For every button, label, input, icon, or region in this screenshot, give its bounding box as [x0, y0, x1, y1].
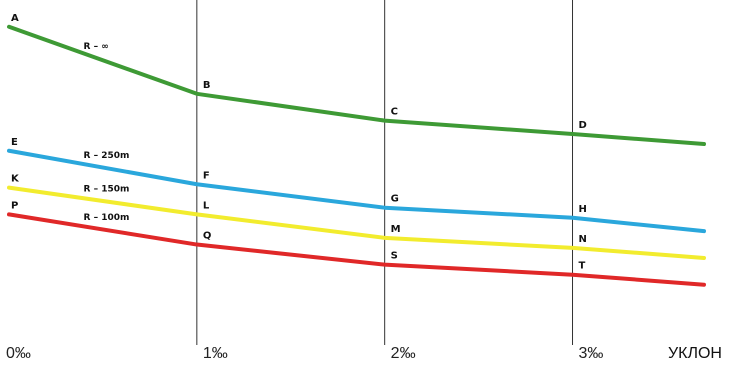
series-label-r-250m: R – 250m	[84, 151, 130, 161]
x-tick-label-1: 1‰	[203, 345, 228, 362]
x-tick-label-2: 2‰	[391, 345, 416, 362]
x-tick-label-0: 0‰	[6, 345, 31, 362]
point-labels: A B C D E F G H K L M N P Q S T	[11, 13, 587, 272]
series-lines	[7, 24, 706, 287]
series-line-3	[7, 185, 706, 260]
series-line-2	[7, 148, 706, 234]
series-line-1	[7, 24, 706, 147]
point-label-f: F	[203, 170, 210, 181]
point-label-k: K	[11, 174, 20, 185]
point-label-c: C	[391, 107, 398, 118]
point-label-b: B	[203, 80, 211, 91]
point-label-l: L	[203, 200, 210, 211]
point-label-a: A	[11, 13, 19, 24]
grid-lines	[196, 0, 574, 345]
point-label-g: G	[391, 194, 399, 205]
point-label-e: E	[11, 137, 18, 148]
point-label-t: T	[579, 261, 586, 272]
series-line-4	[7, 212, 706, 287]
series-label-r-100m: R – 100m	[84, 213, 130, 223]
x-axis-label: УКЛОН	[668, 345, 722, 362]
point-label-q: Q	[203, 231, 212, 242]
point-label-p: P	[11, 200, 18, 211]
x-tick-label-3: 3‰	[579, 345, 604, 362]
point-label-s: S	[391, 251, 398, 262]
point-label-m: M	[391, 224, 401, 235]
series-labels: R – ∞ R – 250m R – 150m R – 100m	[84, 42, 130, 223]
series-label-r: R – ∞	[84, 42, 109, 52]
x-tick-labels: 0‰ 1‰ 2‰ 3‰	[6, 345, 603, 362]
series-label-r-150m: R – 150m	[84, 185, 130, 195]
point-label-d: D	[579, 120, 587, 131]
point-label-h: H	[579, 204, 587, 215]
point-label-n: N	[579, 234, 587, 245]
